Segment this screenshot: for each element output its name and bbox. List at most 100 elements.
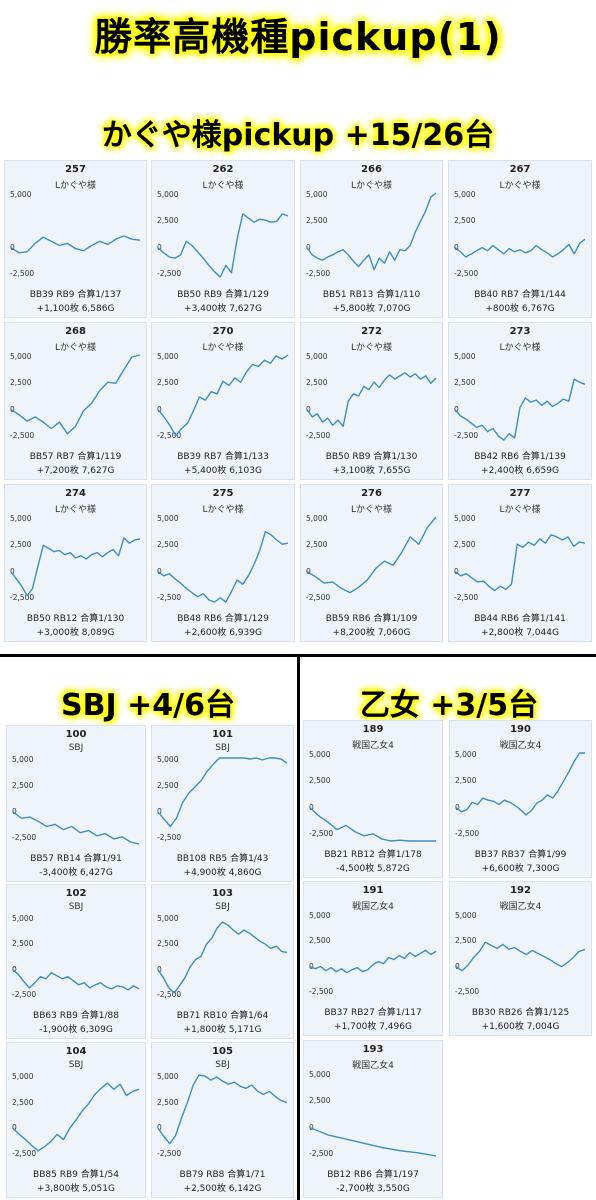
y-tick-label: 0 [157, 964, 162, 974]
slump-graph [309, 807, 436, 842]
y-tick-label: 5,000 [306, 190, 328, 199]
machine-number: 266 [361, 164, 382, 175]
machine-card-268[interactable]: 268 Lかぐや様 5,000 2,500 0 -2,500 BB57 RB7 合算1/11… [4, 322, 147, 480]
machine-card-105[interactable]: 105 SBJ 5,000 2,500 0 -2,500 BB79 RB8 合算1/71 +2… [151, 1042, 294, 1198]
bonus-stats: BB30 RB26 合算1/125 [471, 1008, 570, 1018]
y-tick-label: -2,500 [157, 832, 182, 842]
machine-card-103[interactable]: 103 SBJ 5,000 2,500 0 -2,500 BB71 RB10 合算1/64 +… [151, 884, 294, 1039]
slump-line [309, 1126, 437, 1157]
y-tick-label: 5,000 [157, 914, 179, 923]
y-tick-label: 5,000 [306, 514, 328, 523]
y-tick-label: 0 [309, 802, 314, 812]
y-tick-label: -2,500 [10, 430, 35, 440]
result-stats: -2,700枚 3,550G [336, 1184, 410, 1194]
result-stats: +2,600枚 6,939G [184, 628, 262, 638]
machine-card-273[interactable]: 273 Lかぐや様 5,000 2,500 0 -2,500 BB42 RB6 合算1/13… [448, 322, 592, 480]
y-tick-label: 5,000 [455, 911, 477, 920]
y-tick-label: 5,000 [454, 190, 476, 199]
bonus-stats: BB85 RB9 合算1/54 [33, 1170, 119, 1180]
y-tick-label: -2,500 [454, 430, 479, 440]
machine-name: 戦国乙女4 [352, 902, 394, 912]
y-tick-label: -2,500 [455, 828, 480, 838]
machine-card-190[interactable]: 190 戦国乙女4 5,000 2,500 0 -2,500 BB37 RB37 合算1/9… [449, 720, 592, 878]
y-tick-label: -2,500 [455, 986, 480, 996]
result-stats: +8,200枚 7,060G [332, 628, 411, 638]
slump-graph [12, 811, 140, 845]
machine-number: 104 [65, 1046, 87, 1057]
bonus-stats: BB50 RB9 合算1/129 [177, 290, 269, 300]
y-tick-label: 2,500 [306, 378, 328, 388]
bonus-stats: BB50 RB12 合算1/130 [26, 614, 125, 624]
y-tick-label: -2,500 [454, 268, 479, 278]
slump-graph [157, 757, 288, 828]
slump-line [12, 969, 140, 991]
machine-card-257[interactable]: 257 Lかぐや様 5,000 0 -2,500 BB39 RB9 合算1/137 +1,1… [4, 160, 147, 318]
slump-line [454, 378, 586, 441]
machine-card-277[interactable]: 277 Lかぐや様 5,000 2,500 0 -2,500 BB44 RB6 合算1/14… [448, 484, 592, 642]
machine-card-267[interactable]: 267 Lかぐや様 5,000 2,500 0 -2,500 BB40 RB7 合算1/14… [448, 160, 592, 318]
machine-name: Lかぐや様 [499, 343, 541, 353]
y-tick-label: 0 [12, 806, 17, 816]
machine-number: 102 [65, 888, 87, 899]
machine-number: 262 [212, 164, 234, 175]
machine-number: 189 [362, 724, 384, 735]
slump-line [12, 811, 140, 845]
y-tick-label: 5,000 [309, 1070, 331, 1079]
y-tick-label: -2,500 [12, 989, 37, 999]
machine-name: Lかぐや様 [202, 505, 244, 515]
machine-name: Lかぐや様 [54, 505, 96, 515]
y-tick-label: 2,500 [157, 378, 179, 388]
y-tick-label: 0 [157, 1123, 162, 1133]
y-tick-label: 2,500 [12, 939, 34, 949]
machine-card-100[interactable]: 100 SBJ 5,000 2,500 0 -2,500 BB57 RB14 合算1/91 -… [6, 725, 146, 882]
machine-card-274[interactable]: 274 Lかぐや様 5,000 2,500 0 -2,500 BB50 RB12 合算1/1… [4, 484, 147, 642]
machine-card-275[interactable]: 275 Lかぐや様 5,000 2,500 0 -2,500 BB48 RB6 合算1/12… [151, 484, 295, 642]
machine-number: 193 [362, 1044, 384, 1055]
slump-graph [455, 941, 586, 972]
slump-graph [157, 213, 289, 278]
machine-card-191[interactable]: 191 戦国乙女4 5,000 2,500 0 -2,500 BB37 RB27 合算1/1… [303, 881, 443, 1036]
y-tick-label: -2,500 [157, 430, 182, 440]
machine-card-101[interactable]: 101 SBJ 5,000 2,500 0 -2,500 BB108 RB5 合算1/43 +… [151, 725, 294, 882]
result-stats: +7,200枚 7,627G [36, 466, 115, 476]
result-stats: +3,400枚 7,627G [184, 304, 262, 314]
machine-number: 105 [212, 1046, 233, 1057]
y-tick-label: -2,500 [454, 592, 479, 602]
machine-card-192[interactable]: 192 戦国乙女4 5,000 2,500 0 -2,500 BB30 RB26 合算1/1… [449, 881, 592, 1036]
slump-graph [10, 354, 141, 435]
machine-card-266[interactable]: 266 Lかぐや様 5,000 2,500 0 -2,500 BB51 RB13 合算1/1… [300, 160, 443, 318]
y-tick-label: 5,000 [157, 514, 179, 523]
bonus-stats: BB44 RB6 合算1/141 [474, 614, 566, 624]
y-tick-label: 2,500 [309, 1096, 331, 1106]
machine-card-193[interactable]: 193 戦国乙女4 5,000 2,500 0 -2,500 BB12 RB6 合算1/19… [303, 1040, 443, 1198]
machine-card-276[interactable]: 276 Lかぐや様 5,000 2,500 0 -2,500 BB59 RB6 合算1/10… [300, 484, 443, 642]
machine-name: 戦国乙女4 [352, 1061, 394, 1071]
machine-number: 268 [65, 326, 86, 337]
y-tick-label: 2,500 [157, 780, 179, 790]
y-tick-label: 2,500 [306, 216, 328, 226]
machine-name: Lかぐや様 [54, 181, 96, 191]
y-tick-label: 0 [454, 566, 459, 576]
machine-card-189[interactable]: 189 戦国乙女4 5,000 2,500 0 -2,500 BB21 RB12 合算1/1… [303, 720, 443, 878]
y-tick-label: -2,500 [12, 832, 37, 842]
y-tick-label: 0 [10, 404, 15, 414]
slump-graph [12, 1082, 140, 1152]
slump-line [10, 537, 141, 597]
machine-number: 257 [65, 164, 86, 175]
machine-card-262[interactable]: 262 Lかぐや様 5,000 2,500 0 -2,500 BB50 RB9 合算1/12… [151, 160, 295, 318]
y-tick-label: 5,000 [454, 352, 476, 361]
machine-card-270[interactable]: 270 Lかぐや様 5,000 2,500 0 -2,500 BB39 RB7 合算1/13… [151, 322, 295, 480]
machine-name: Lかぐや様 [54, 343, 96, 353]
machine-number: 191 [362, 885, 384, 896]
y-tick-label: 5,000 [157, 352, 179, 361]
y-tick-label: 2,500 [306, 540, 328, 550]
bonus-stats: BB59 RB6 合算1/109 [325, 614, 418, 624]
y-tick-label: -2,500 [306, 592, 331, 602]
result-stats: +2,800枚 7,044G [481, 628, 559, 638]
machine-card-272[interactable]: 272 Lかぐや様 5,000 2,500 0 -2,500 BB50 RB9 合算1/13… [300, 322, 443, 480]
machine-number: 100 [65, 729, 87, 740]
slump-line [157, 921, 288, 994]
machine-card-104[interactable]: 104 SBJ 5,000 2,500 0 -2,500 BB85 RB9 合算1/54 +3… [6, 1042, 146, 1198]
machine-card-102[interactable]: 102 SBJ 5,000 2,500 0 -2,500 BB63 RB9 合算1/88 -1… [6, 884, 146, 1039]
machine-name: Lかぐや様 [350, 181, 392, 191]
